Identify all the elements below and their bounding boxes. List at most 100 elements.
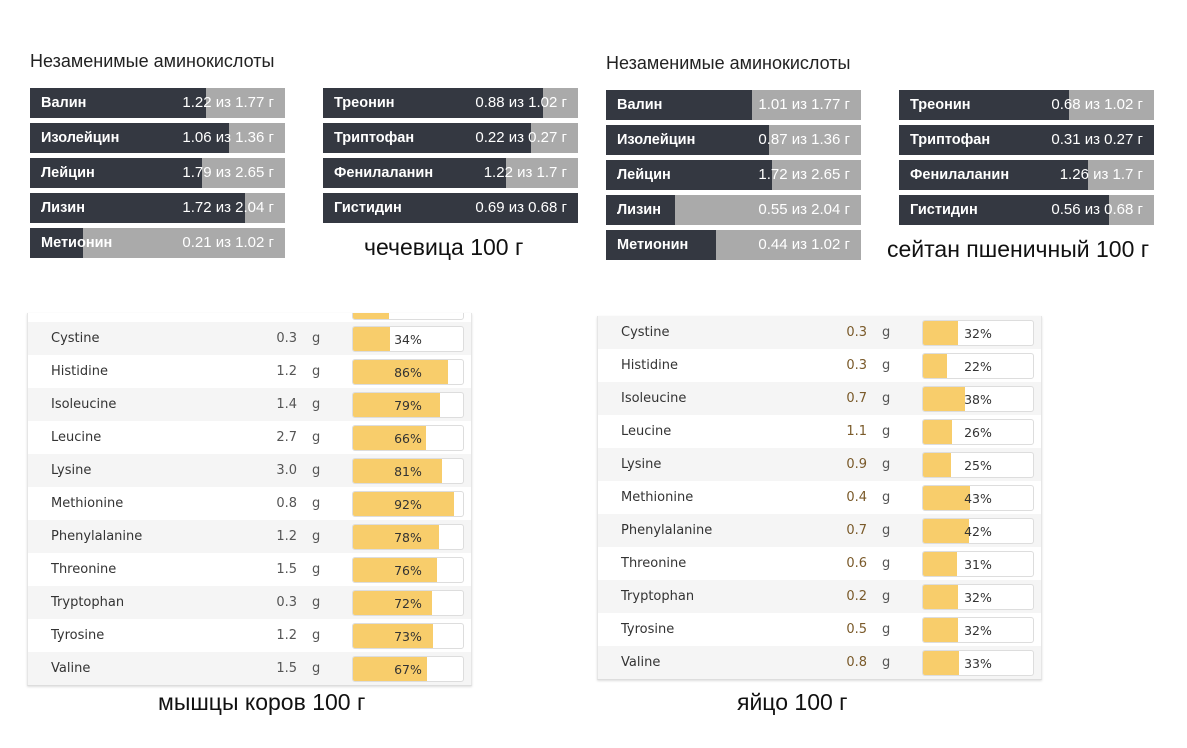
amino-value: 1.22 из 1.77 г: [182, 94, 274, 111]
nutrient-amount: 3.0: [276, 463, 297, 478]
amino-bar: Гистидин 0.69 из 0.68 г: [323, 193, 578, 223]
percent-bar-fill: [923, 585, 959, 609]
percent-label: 25%: [964, 458, 992, 473]
percent-bar-fill: [923, 321, 959, 345]
nutrient-name: Isoleucine: [621, 391, 687, 406]
table-row: Lysine 0.9 g 25%: [598, 448, 1041, 481]
percent-bar: 33%: [922, 650, 1034, 676]
nutrient-name: Tryptophan: [621, 589, 695, 604]
amino-value: 0.44 из 1.02 г: [758, 236, 850, 253]
nutrient-name: Leucine: [51, 430, 102, 445]
amino-value: 0.69 из 0.68 г: [475, 199, 567, 216]
nutrient-name: Lysine: [621, 457, 662, 472]
amino-bars-left: Валин 1.22 из 1.77 г Изолейцин 1.06 из 1.36…: [30, 88, 285, 263]
nutrient-amount: 0.5: [846, 622, 867, 637]
amino-name: Лейцин: [617, 167, 671, 183]
amino-bar: Лизин 1.72 из 2.04 г: [30, 193, 285, 223]
percent-bar-fill: [923, 552, 958, 576]
nutrient-unit: g: [882, 325, 891, 340]
amino-name: Фенилаланин: [334, 165, 434, 181]
table-row: Valine 1.5 g 67%: [28, 652, 471, 685]
nutrient-amount: 0.3: [276, 331, 297, 346]
amino-name: Фенилаланин: [910, 167, 1010, 183]
amino-value: 1.06 из 1.36 г: [182, 129, 274, 146]
amino-bar-fill: [323, 158, 506, 188]
amino-bar: Метионин 0.21 из 1.02 г: [30, 228, 285, 258]
nutrient-unit: g: [312, 463, 321, 478]
nutrient-amount: 1.5: [276, 661, 297, 676]
percent-bar-fill: [353, 393, 440, 417]
nutrient-amount: 0.8: [846, 655, 867, 670]
percent-bar: 34%: [352, 326, 464, 352]
amino-value: 0.56 из 0.68 г: [1051, 201, 1143, 218]
percent-bar-fill: [353, 426, 426, 450]
percent-bar: 43%: [922, 485, 1034, 511]
percent-bar-fill: [923, 453, 951, 477]
percent-bar-fill: [353, 591, 433, 615]
amino-value: 0.21 из 1.02 г: [182, 234, 274, 251]
amino-bar-fill: [899, 195, 1109, 225]
percent-bar: 73%: [352, 623, 464, 649]
percent-label: 31%: [964, 557, 992, 572]
percent-label: 79%: [394, 398, 422, 413]
percent-bar-fill: [923, 354, 948, 378]
amino-bar: Треонин 0.68 из 1.02 г: [899, 90, 1154, 120]
percent-bar-fill: [923, 519, 970, 543]
amino-bar: Валин 1.22 из 1.77 г: [30, 88, 285, 118]
percent-bar: 86%: [352, 359, 464, 385]
amino-bar: Лейцин 1.79 из 2.65 г: [30, 158, 285, 188]
percent-bar: 76%: [352, 557, 464, 583]
nutrient-unit: g: [312, 562, 321, 577]
amino-value: 1.72 из 2.04 г: [182, 199, 274, 216]
clipped-row: [28, 313, 471, 322]
nutrient-name: Valine: [621, 655, 661, 670]
nutrient-unit: g: [882, 655, 891, 670]
table-row: Methionine 0.4 g 43%: [598, 481, 1041, 514]
nutrient-unit: g: [312, 628, 321, 643]
amino-name: Лейцин: [41, 165, 95, 181]
table-row: Cystine 0.3 g 34%: [28, 322, 471, 355]
amino-value: 0.68 из 1.02 г: [1051, 96, 1143, 113]
amino-bar-fill: [606, 195, 675, 225]
nutrient-amount: 0.3: [846, 358, 867, 373]
amino-bar: Гистидин 0.56 из 0.68 г: [899, 195, 1154, 225]
table-row: Cystine 0.3 g 32%: [598, 316, 1041, 349]
nutrient-unit: g: [882, 589, 891, 604]
nutrient-unit: g: [882, 556, 891, 571]
nutrient-unit: g: [882, 523, 891, 538]
amino-bar-fill: [606, 125, 770, 155]
amino-value: 1.79 из 2.65 г: [182, 164, 274, 181]
amino-name: Валин: [617, 97, 663, 113]
nutrient-amount: 1.2: [276, 529, 297, 544]
amino-value: 0.87 из 1.36 г: [758, 131, 850, 148]
table-row: Isoleucine 1.4 g 79%: [28, 388, 471, 421]
amino-bar-fill: [323, 123, 531, 153]
amino-bar-fill: [606, 90, 752, 120]
nutrient-amount: 0.6: [846, 556, 867, 571]
nutrient-name: Tryptophan: [51, 595, 125, 610]
nutrient-unit: g: [882, 358, 891, 373]
nutrient-name: Cystine: [621, 325, 670, 340]
percent-label: 73%: [394, 629, 422, 644]
percent-label: 22%: [964, 359, 992, 374]
nutrient-amount: 1.1: [846, 424, 867, 439]
percent-bar: 22%: [922, 353, 1034, 379]
percent-bar-fill: [353, 492, 455, 516]
percent-bar: 92%: [352, 491, 464, 517]
percent-bar: 81%: [352, 458, 464, 484]
amino-bar: Валин 1.01 из 1.77 г: [606, 90, 861, 120]
percent-bar: 72%: [352, 590, 464, 616]
percent-bar: 78%: [352, 524, 464, 550]
percent-label: 81%: [394, 464, 422, 479]
amino-value: 0.88 из 1.02 г: [475, 94, 567, 111]
percent-bar-fill: [923, 651, 960, 675]
nutrient-name: Tyrosine: [621, 622, 675, 637]
nutrient-name: Cystine: [51, 331, 100, 346]
amino-value: 1.22 из 1.7 г: [483, 164, 567, 181]
percent-label: 92%: [394, 497, 422, 512]
table-row: Tyrosine 0.5 g 32%: [598, 613, 1041, 646]
nutrient-name: Threonine: [621, 556, 687, 571]
amino-name: Метионин: [41, 235, 113, 251]
nutrient-amount: 1.2: [276, 364, 297, 379]
nutrient-amount: 1.2: [276, 628, 297, 643]
